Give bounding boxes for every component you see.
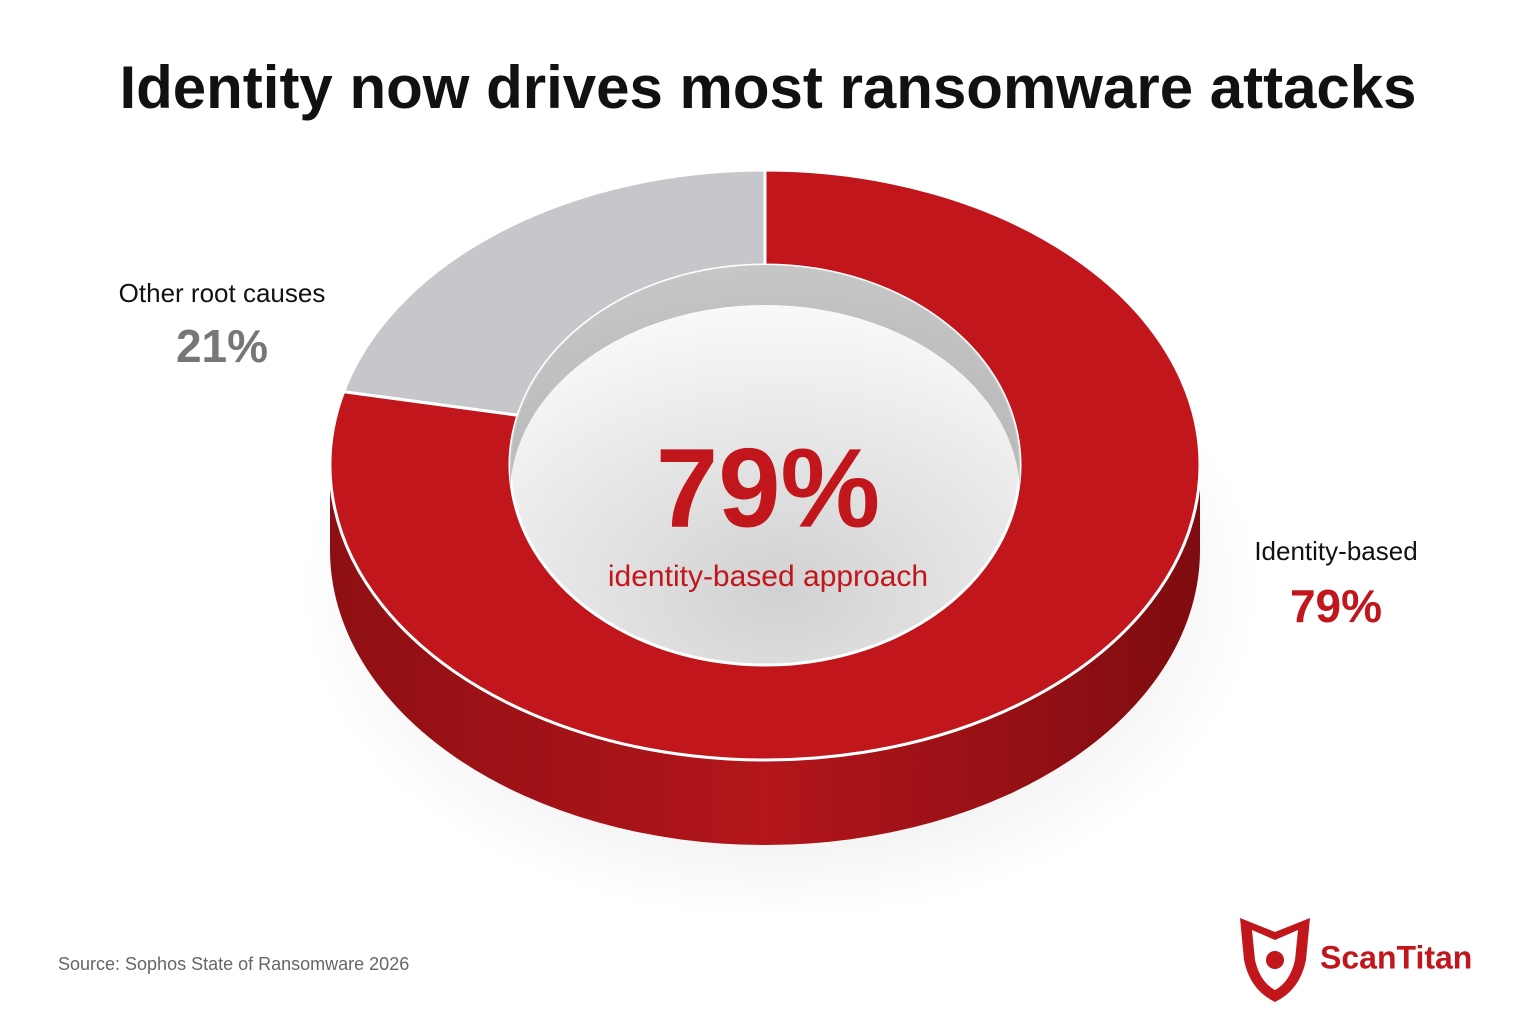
center-value: 79%	[656, 426, 880, 551]
slice-value-label: 79%	[1290, 580, 1382, 632]
ring-inner-wall	[510, 265, 1020, 495]
chart-title: Identity now drives most ransomware atta…	[119, 54, 1416, 121]
center-label: identity-based approach	[608, 560, 928, 593]
slice-value-label: 21%	[176, 320, 268, 372]
brand-name: ScanTitan	[1320, 939, 1472, 975]
donut-slice	[328, 168, 1202, 762]
slice-label: Other root causes	[119, 278, 326, 308]
donut	[328, 168, 1202, 845]
slice-label: Identity-based	[1254, 536, 1417, 566]
donut-slice	[341, 168, 767, 417]
brand-logo: ScanTitan	[1240, 918, 1472, 1002]
ring-side	[330, 465, 1200, 845]
source: Source: Sophos State of Ransomware 2026	[58, 954, 409, 974]
